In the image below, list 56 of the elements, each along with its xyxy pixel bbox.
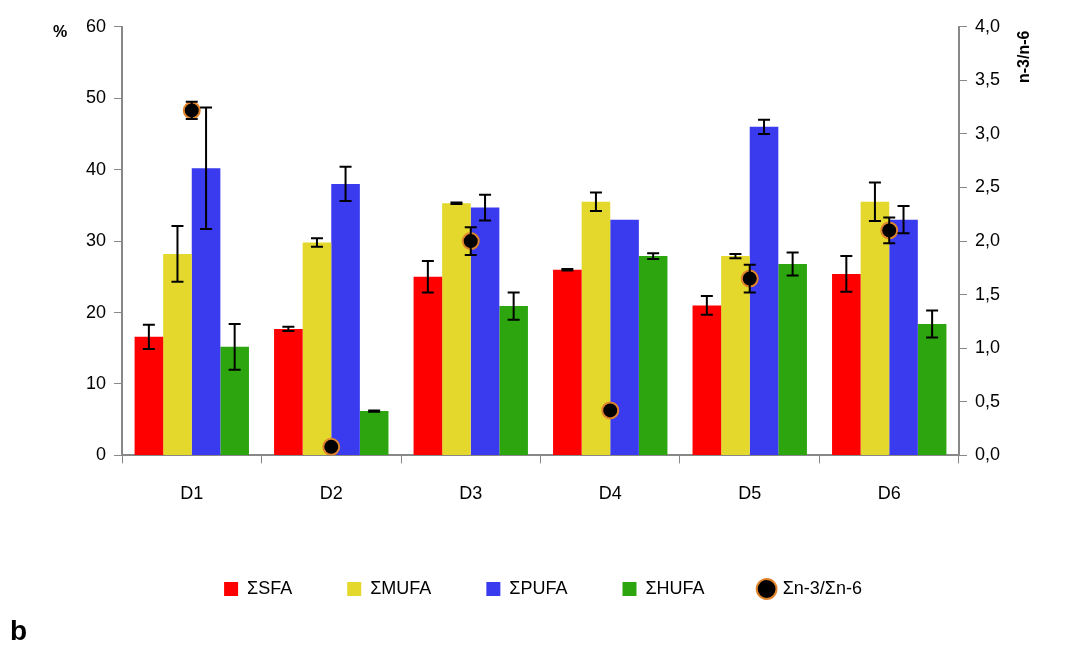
bar bbox=[610, 219, 639, 455]
bar bbox=[749, 126, 779, 455]
bar bbox=[359, 411, 389, 455]
bar bbox=[134, 336, 164, 455]
y2-tick-label: 4,0 bbox=[974, 15, 1001, 36]
x-tick-label: D5 bbox=[738, 483, 762, 504]
bar bbox=[442, 203, 471, 455]
y2-axis-title: n-3/n-6 bbox=[1015, 30, 1033, 84]
y-tick-label: 50 bbox=[85, 87, 107, 108]
bar bbox=[413, 276, 443, 455]
legend-label: ΣPUFA bbox=[509, 577, 568, 598]
point bbox=[601, 401, 620, 420]
bar bbox=[274, 328, 303, 455]
bar bbox=[499, 306, 528, 455]
x-tick-label: D2 bbox=[319, 483, 343, 504]
bar bbox=[331, 183, 360, 455]
x-tick-label: D6 bbox=[877, 483, 901, 504]
y2-tick-label: 3,5 bbox=[974, 69, 1001, 90]
bar bbox=[778, 263, 807, 455]
x-tick-label: D3 bbox=[459, 483, 483, 504]
y-tick-label: 20 bbox=[85, 301, 107, 322]
y2-tick-label: 3,0 bbox=[974, 122, 1001, 143]
bar bbox=[692, 305, 722, 455]
y2-tick-label: 0,0 bbox=[974, 444, 1001, 465]
legend-label: Σn-3/Σn-6 bbox=[782, 577, 862, 598]
y2-tick-label: 1,5 bbox=[974, 283, 1001, 304]
bar bbox=[470, 207, 500, 455]
bar bbox=[191, 168, 221, 455]
bar bbox=[832, 273, 861, 455]
y-tick-label: 60 bbox=[85, 15, 107, 36]
bar bbox=[889, 219, 918, 455]
legend-label: ΣHUFA bbox=[645, 577, 705, 598]
bar bbox=[860, 201, 890, 455]
bar bbox=[917, 323, 947, 455]
bar bbox=[553, 269, 582, 455]
legend-label: ΣSFA bbox=[247, 577, 293, 598]
y2-tick-label: 2,5 bbox=[974, 176, 1001, 197]
y-axis-title: % bbox=[52, 23, 68, 41]
y2-tick-label: 0,5 bbox=[974, 390, 1001, 411]
y-tick-label: 10 bbox=[85, 372, 107, 393]
bar bbox=[721, 256, 750, 455]
legend-label: ΣMUFA bbox=[370, 577, 432, 598]
y2-tick-label: 1,0 bbox=[974, 337, 1001, 358]
bar bbox=[638, 256, 668, 455]
x-tick-label: D1 bbox=[180, 483, 204, 504]
bar bbox=[302, 242, 332, 455]
y-tick-label: 30 bbox=[85, 230, 107, 251]
bar bbox=[581, 201, 611, 455]
y2-tick-label: 2,0 bbox=[974, 230, 1001, 251]
text: b bbox=[10, 614, 28, 646]
y-tick-label: 0 bbox=[96, 444, 107, 465]
y-tick-label: 40 bbox=[85, 158, 107, 179]
x-tick-label: D4 bbox=[598, 483, 622, 504]
bar bbox=[220, 346, 249, 455]
point bbox=[322, 437, 341, 456]
bar bbox=[163, 253, 192, 455]
